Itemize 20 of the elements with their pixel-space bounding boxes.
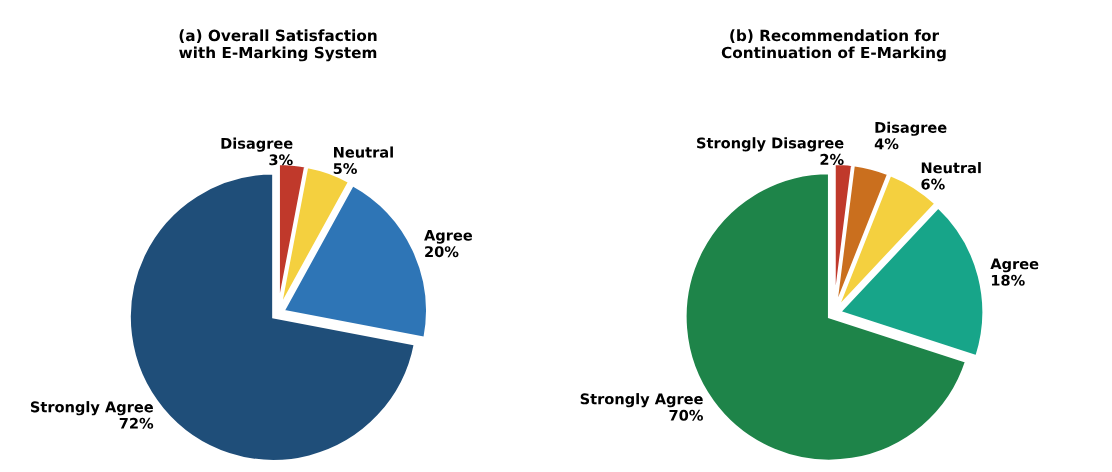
- slice-label: Disagree: [221, 137, 293, 152]
- chart-title: (a) Overall Satisfaction with E-Marking System: [179, 29, 377, 62]
- data-label: 70%: [669, 409, 703, 421]
- slice-label: Agree: [424, 229, 473, 244]
- data-label: 3%: [269, 154, 293, 166]
- data-label: 6%: [921, 178, 945, 190]
- data-label: 18%: [991, 274, 1025, 286]
- slice-label: Strongly Agree: [30, 401, 153, 416]
- data-label: 20%: [425, 246, 459, 258]
- slice-label: Strongly Disagree: [697, 137, 844, 152]
- slice-label: Neutral: [921, 162, 981, 174]
- slice-label: Strongly Agree: [580, 393, 703, 408]
- slice-label: Disagree: [875, 121, 947, 136]
- data-label: 4%: [874, 138, 899, 150]
- chart-title: (b) Recommendation for Continuation of E-Marking: [721, 29, 946, 62]
- data-label: 72%: [119, 417, 154, 429]
- slice-label: Agree: [990, 258, 1039, 273]
- slice-label: Neutral: [334, 146, 393, 158]
- data-label: 2%: [820, 153, 844, 165]
- data-label: 5%: [333, 163, 357, 175]
